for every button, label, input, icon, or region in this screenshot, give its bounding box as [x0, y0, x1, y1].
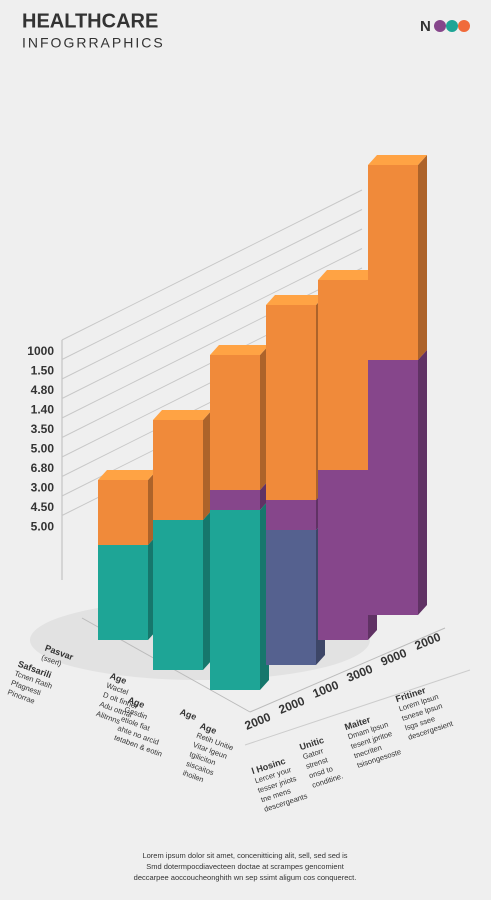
bar	[266, 500, 316, 530]
bar	[210, 510, 260, 690]
bar	[318, 470, 368, 640]
grid-line	[61, 267, 363, 419]
bar	[368, 165, 418, 360]
bar-side	[203, 510, 212, 670]
footer-line: Smd dotermpocdiavecteen doctae at scramp…	[146, 862, 345, 871]
title: HEALTHCARE	[22, 10, 158, 32]
bar-side	[203, 410, 212, 520]
bar	[318, 280, 368, 470]
bar	[153, 420, 203, 520]
logo-dot	[446, 20, 458, 32]
footer-line: Lorem ipsum dolor sit amet, concenittici…	[142, 851, 347, 860]
bar	[266, 305, 316, 500]
bar	[210, 355, 260, 490]
bar-side	[418, 155, 427, 360]
subtitle: INFOGRRAPHICS	[22, 35, 165, 51]
bars	[98, 155, 427, 690]
logo-dot	[434, 20, 446, 32]
y-axis-label: 1000	[27, 344, 54, 358]
y-axis-label: 3.00	[31, 481, 55, 495]
bar	[266, 530, 316, 665]
y-axis-label: 6.80	[31, 461, 55, 475]
y-axis-label: 1.40	[31, 403, 55, 417]
grid-line	[61, 248, 363, 399]
bar-top	[266, 295, 325, 305]
bar-side	[418, 350, 427, 615]
grid-line	[61, 228, 363, 380]
grid-line	[61, 189, 363, 341]
bar	[368, 360, 418, 615]
bar-top	[153, 410, 212, 420]
y-axis-label: 4.50	[31, 500, 55, 514]
logo-letter: N	[420, 18, 431, 35]
y-axis-label: 1.50	[31, 364, 55, 378]
bar-top	[318, 270, 377, 280]
bar	[210, 490, 260, 510]
y-axis-label: 5.00	[31, 442, 55, 456]
footer: Lorem ipsum dolor sit amet, concenittici…	[134, 851, 357, 882]
y-axis-label: 5.00	[31, 520, 55, 534]
bar	[98, 545, 148, 640]
bar-top	[98, 470, 157, 480]
footer-line: deccarpee aoccoucheonghith wn sep ssimt …	[134, 873, 357, 882]
bar	[98, 480, 148, 545]
logo-dot	[458, 20, 470, 32]
y-axis-label: 4.80	[31, 383, 55, 397]
floor-line	[249, 627, 446, 713]
bar	[153, 520, 203, 670]
grid-line	[61, 209, 363, 360]
y-axis-label: 3.50	[31, 422, 55, 436]
floor-line	[244, 669, 471, 746]
bar-top	[368, 155, 427, 165]
bar-top	[210, 345, 269, 355]
